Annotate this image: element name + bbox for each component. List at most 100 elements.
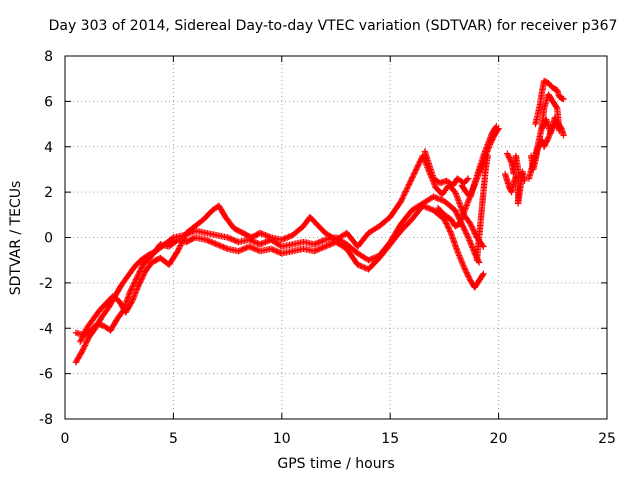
data-point <box>455 252 463 259</box>
data-point <box>138 275 146 282</box>
data-point <box>134 283 142 290</box>
data-point <box>126 288 134 296</box>
data-point <box>83 338 91 345</box>
data-point <box>452 208 460 215</box>
data-point <box>315 246 322 253</box>
data-point <box>131 279 138 286</box>
data-point <box>136 280 143 287</box>
x-tick-label: 5 <box>169 431 178 447</box>
data-point <box>412 167 419 174</box>
data-point <box>493 123 500 130</box>
data-point <box>365 256 372 264</box>
data-point <box>413 164 421 172</box>
data-point <box>251 238 258 246</box>
data-point <box>267 245 275 253</box>
data-point <box>553 103 560 111</box>
data-point <box>312 247 319 254</box>
data-point <box>128 284 136 292</box>
data-point <box>328 240 336 247</box>
data-point <box>521 177 528 184</box>
data-point <box>213 241 220 248</box>
data-point <box>441 217 449 224</box>
data-point <box>275 249 283 256</box>
data-point <box>464 271 472 279</box>
data-point <box>311 247 318 255</box>
data-point <box>136 268 143 275</box>
data-point <box>400 192 407 199</box>
data-point <box>321 243 329 250</box>
data-point <box>456 253 463 261</box>
data-point <box>319 237 326 245</box>
data-point <box>132 276 140 283</box>
data-point <box>218 243 226 250</box>
x-tick-label: 25 <box>598 431 616 447</box>
data-point <box>224 234 231 241</box>
data-point <box>468 223 475 230</box>
data-point <box>316 245 323 253</box>
data-point <box>544 135 552 143</box>
x-axis-label: GPS time / hours <box>277 456 394 472</box>
data-point <box>266 233 273 241</box>
data-point <box>556 127 563 135</box>
data-point <box>138 264 145 271</box>
y-tick-label: 0 <box>44 231 53 247</box>
data-point <box>262 232 269 239</box>
data-point <box>454 247 461 255</box>
data-point <box>129 296 136 303</box>
data-point <box>397 198 405 205</box>
data-point <box>269 246 276 253</box>
data-point <box>128 286 135 293</box>
data-point <box>462 266 469 273</box>
data-point <box>225 234 233 242</box>
data-point <box>317 238 325 245</box>
data-point <box>467 220 474 228</box>
data-point <box>83 339 90 346</box>
data-point <box>455 250 462 258</box>
data-point <box>135 281 142 289</box>
data-point <box>221 244 229 251</box>
data-point <box>179 236 187 244</box>
data-point <box>270 246 277 254</box>
data-point <box>420 203 428 210</box>
data-point <box>77 337 85 344</box>
data-point <box>313 246 321 254</box>
data-point <box>462 228 469 236</box>
data-point <box>136 279 144 286</box>
data-point <box>405 181 413 188</box>
data-point <box>250 238 257 245</box>
data-point <box>137 266 144 274</box>
data-point <box>78 334 86 341</box>
data-point <box>406 179 413 187</box>
data-point <box>281 235 288 242</box>
data-point <box>216 242 223 249</box>
data-point <box>403 185 411 192</box>
data-point <box>443 220 450 227</box>
data-point <box>265 233 272 240</box>
data-point <box>408 175 415 183</box>
data-point <box>262 238 269 246</box>
data-point <box>357 262 364 270</box>
data-point <box>137 265 145 273</box>
data-point <box>80 345 87 352</box>
data-point <box>443 221 451 228</box>
data-point <box>465 235 473 243</box>
data-point <box>403 186 410 194</box>
data-point <box>461 227 469 234</box>
data-point <box>459 223 467 230</box>
data-point <box>84 336 91 344</box>
data-point <box>399 193 407 201</box>
data-point <box>132 277 139 285</box>
data-point <box>229 236 237 243</box>
y-tick-label: -8 <box>39 412 53 428</box>
data-point <box>453 209 460 217</box>
data-point <box>80 330 88 337</box>
data-point <box>259 239 267 247</box>
data-point <box>320 237 328 244</box>
data-point <box>460 263 468 271</box>
data-point <box>469 244 476 251</box>
data-point <box>135 271 142 278</box>
data-point <box>469 226 477 233</box>
data-point <box>427 205 435 213</box>
data-point <box>210 239 218 247</box>
